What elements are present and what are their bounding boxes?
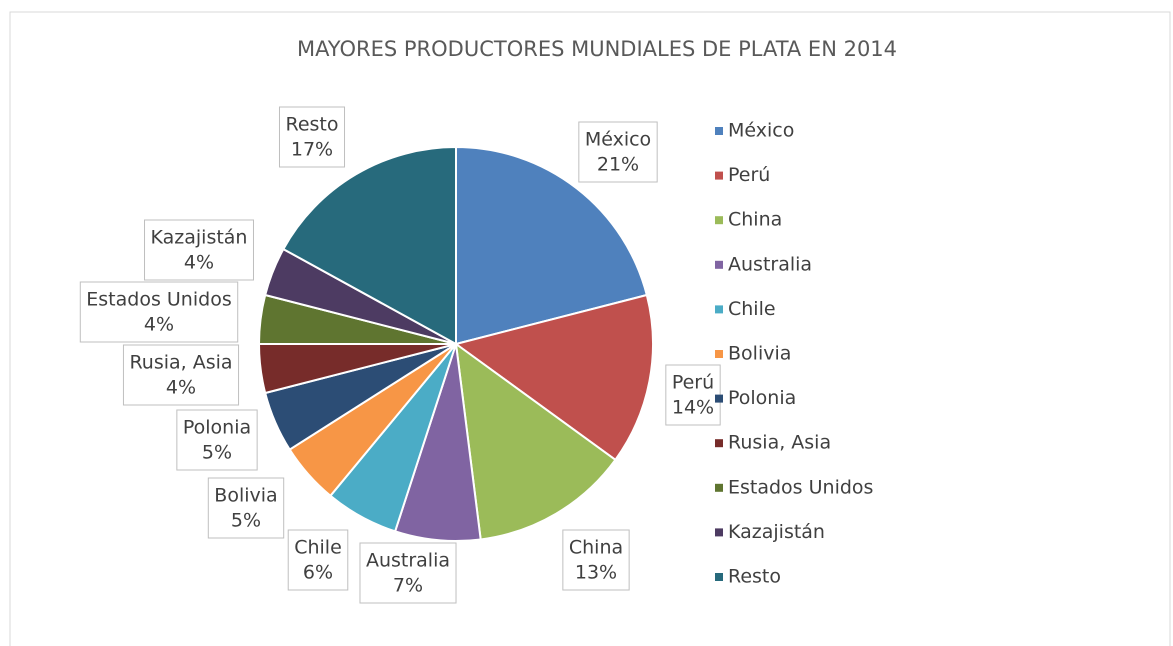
data-label-box bbox=[665, 364, 721, 426]
data-label-value: 14% bbox=[672, 397, 714, 419]
pie-slice bbox=[282, 145, 457, 346]
data-label-box bbox=[144, 219, 254, 281]
legend-swatch bbox=[715, 216, 723, 225]
data-label: Estados Unidos 4% bbox=[79, 281, 239, 343]
legend-swatch bbox=[715, 127, 723, 135]
data-label: Rusia, Asia 4% bbox=[122, 344, 240, 406]
data-label-category: Polonia bbox=[183, 417, 251, 439]
legend-label: Resto bbox=[728, 566, 781, 588]
data-label-value: 17% bbox=[291, 139, 333, 161]
data-label-category: Bolivia bbox=[214, 485, 277, 507]
legend-swatch bbox=[715, 171, 723, 180]
data-label-box bbox=[287, 529, 349, 591]
data-label-category: Perú bbox=[672, 372, 714, 394]
data-label: México 21% bbox=[578, 121, 658, 183]
legend-swatch bbox=[715, 350, 723, 358]
data-label-value: 21% bbox=[597, 154, 639, 176]
data-label: Kazajistán 4% bbox=[144, 219, 254, 281]
data-label: Chile 6% bbox=[287, 529, 349, 591]
data-label-category: Rusia, Asia bbox=[129, 352, 232, 374]
data-label-value: 5% bbox=[231, 510, 261, 532]
legend-label: Estados Unidos bbox=[728, 476, 873, 498]
legend-label: Australia bbox=[728, 253, 812, 275]
pie-slice bbox=[455, 145, 649, 346]
data-label-box bbox=[176, 409, 258, 471]
legend-swatch bbox=[715, 528, 723, 537]
data-label: Resto 17% bbox=[278, 106, 346, 168]
data-label-box bbox=[79, 281, 239, 343]
data-label-value: 4% bbox=[184, 252, 214, 274]
legend-label: México bbox=[728, 120, 794, 142]
data-label: Perú 14% bbox=[665, 364, 721, 426]
pie-slice bbox=[453, 293, 654, 462]
data-label-value: 4% bbox=[166, 377, 196, 399]
legend-swatch bbox=[715, 573, 723, 581]
data-label: China 13% bbox=[562, 529, 630, 591]
data-label-box bbox=[207, 477, 285, 539]
chart-title: MAYORES PRODUCTORES MUNDIALES DE PLATA E… bbox=[297, 37, 897, 61]
data-label: Bolivia 5% bbox=[207, 477, 285, 539]
data-label-value: 7% bbox=[393, 575, 423, 597]
legend-label: Rusia, Asia bbox=[728, 432, 831, 454]
legend-swatch bbox=[715, 483, 723, 492]
legend-label: Kazajistán bbox=[728, 521, 825, 543]
data-label-value: 6% bbox=[303, 562, 333, 584]
data-label-value: 5% bbox=[202, 442, 232, 464]
data-label-box bbox=[122, 344, 240, 406]
data-label-category: Australia bbox=[366, 550, 450, 572]
data-label-value: 13% bbox=[575, 562, 617, 584]
legend-label: China bbox=[728, 209, 782, 231]
data-label-category: Chile bbox=[294, 537, 342, 559]
data-label-category: Resto bbox=[285, 114, 338, 136]
legend-swatch bbox=[715, 305, 723, 314]
data-label-value: 4% bbox=[144, 314, 174, 336]
data-label-box bbox=[359, 542, 457, 604]
data-label: Australia 7% bbox=[359, 542, 457, 604]
data-label-category: México bbox=[585, 129, 651, 151]
legend-label: Bolivia bbox=[728, 343, 791, 365]
legend-swatch bbox=[715, 439, 723, 448]
legend-swatch bbox=[715, 394, 723, 403]
data-label-category: Estados Unidos bbox=[86, 289, 231, 311]
data-label-category: Kazajistán bbox=[151, 227, 248, 249]
data-label-category: China bbox=[569, 537, 623, 559]
legend-label: Chile bbox=[728, 298, 776, 320]
data-label-box bbox=[562, 529, 630, 591]
legend-label: Polonia bbox=[728, 387, 796, 409]
data-label-box bbox=[578, 121, 658, 183]
pie-slice bbox=[454, 341, 617, 541]
data-label-box bbox=[278, 106, 346, 168]
legend-swatch bbox=[715, 260, 723, 269]
legend-label: Perú bbox=[728, 164, 770, 186]
data-label: Polonia 5% bbox=[176, 409, 258, 471]
